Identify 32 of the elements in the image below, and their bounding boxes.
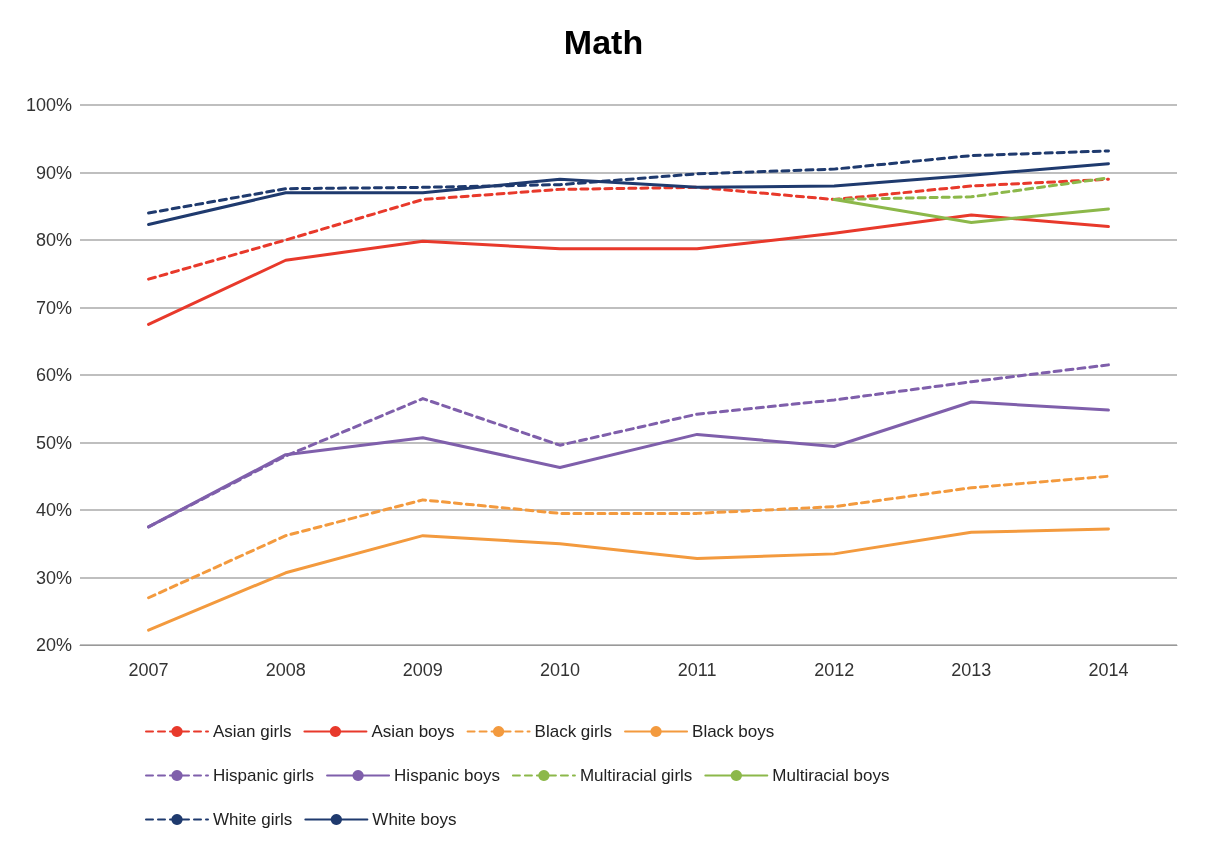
x-tick-label: 2007 (128, 660, 169, 680)
legend-label: White girls (213, 810, 293, 829)
y-tick-label: 30% (35, 567, 72, 588)
legend-label: Multiracial girls (579, 766, 693, 785)
y-tick-label: 40% (35, 500, 72, 520)
chart-title: Math (563, 23, 644, 61)
x-tick-label: 2014 (1088, 660, 1129, 680)
x-tick-label: 2011 (677, 660, 717, 680)
y-tick-label: 20% (35, 635, 72, 655)
legend-label: Hispanic girls (213, 766, 315, 785)
x-tick-label: 2008 (265, 660, 306, 680)
y-tick-label: 100% (25, 95, 72, 115)
legend-label: White boys (372, 810, 457, 829)
legend-label: Hispanic boys (394, 766, 500, 785)
line-series (147, 177, 1110, 281)
y-tick-label: 50% (35, 432, 72, 453)
y-tick-label: 60% (35, 365, 72, 385)
legend-label: Multiracial boys (772, 766, 890, 785)
y-tick-label: 70% (35, 297, 72, 318)
x-tick-label: 2009 (402, 660, 443, 680)
y-tick-label: 90% (35, 162, 72, 183)
legend-label: Asian girls (213, 722, 292, 741)
x-tick-label: 2010 (539, 660, 580, 680)
x-tick-label: 2013 (951, 660, 992, 680)
legend-label: Asian boys (371, 722, 455, 741)
x-tick-label: 2012 (814, 660, 855, 680)
legend-label: Black girls (534, 722, 613, 741)
y-tick-label: 80% (35, 230, 72, 250)
line-series (147, 474, 1110, 600)
legend-label: Black boys (692, 722, 775, 741)
line-series (147, 213, 1110, 326)
line-series (147, 527, 1110, 632)
